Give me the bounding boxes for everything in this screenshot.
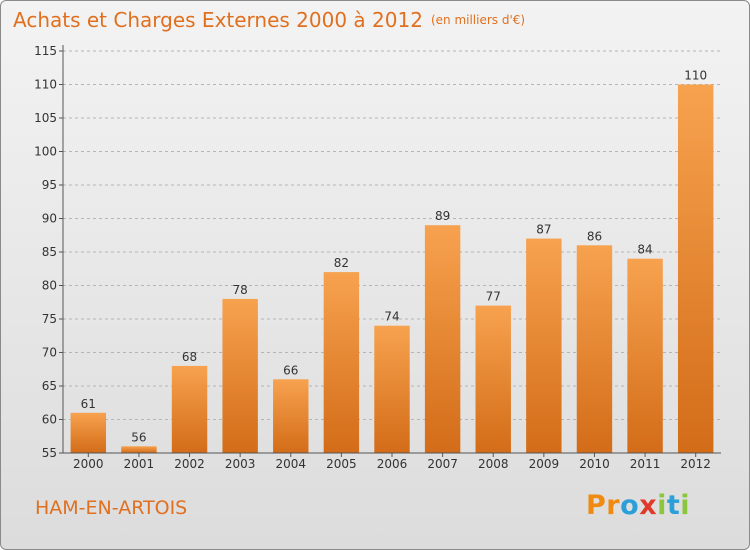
- logo-letter: i: [680, 490, 691, 521]
- y-axis-ticks: 55 60 65 70 75 80 85 90 95 100 105 110 115: [34, 44, 63, 460]
- x-tick-label: 2008: [478, 457, 509, 471]
- y-tick-label: 65: [42, 379, 57, 393]
- data-labels: 61 56 68 78 66 82 74 89 77 87 86 84 110: [81, 69, 707, 445]
- bar-2002: [171, 365, 208, 453]
- bar-2005: [323, 272, 360, 453]
- x-tick-label: 2006: [377, 457, 408, 471]
- y-tick-label: 110: [34, 78, 57, 92]
- logo-letter: x: [639, 490, 658, 521]
- y-tick-label: 85: [42, 245, 57, 259]
- y-tick-label: 70: [42, 346, 57, 360]
- y-tick-label: 75: [42, 312, 57, 326]
- unit-label: (en milliers d'€): [430, 13, 526, 27]
- y-tick-label: 105: [34, 111, 57, 125]
- commune-name: HAM-EN-ARTOIS: [35, 497, 188, 519]
- y-tick-label: 90: [42, 212, 57, 226]
- y-tick-label: 60: [42, 413, 57, 427]
- data-label: 66: [283, 363, 298, 377]
- y-tick-label: 100: [34, 145, 57, 159]
- logo-letter: o: [620, 490, 640, 521]
- logo-letter: P: [586, 490, 607, 521]
- y-tick-label: 55: [42, 446, 57, 460]
- bar-2011: [627, 258, 663, 453]
- data-label: 110: [684, 69, 707, 83]
- proxiti-logo: Proxiti: [586, 490, 690, 521]
- data-label: 89: [435, 209, 450, 223]
- x-tick-label: 2004: [275, 457, 306, 471]
- x-tick-label: 2011: [630, 457, 661, 471]
- bar-2008: [475, 305, 511, 453]
- data-label: 56: [131, 430, 146, 444]
- x-axis-ticks: 2000 2001 2002 2003 2004 2005 2006 2007 2008 2009…: [73, 453, 711, 471]
- bar-2000: [70, 412, 107, 453]
- x-tick-label: 2001: [124, 457, 155, 471]
- x-tick-label: 2005: [326, 457, 357, 471]
- data-label: 82: [334, 256, 349, 270]
- logo-letter: r: [606, 490, 621, 521]
- x-tick-label: 2002: [174, 457, 205, 471]
- bar-2001: [121, 446, 157, 453]
- bar-2007: [424, 225, 461, 453]
- data-label: 86: [587, 229, 602, 243]
- data-label: 84: [637, 243, 652, 257]
- bar-2010: [576, 245, 613, 453]
- title-block: Achats et Charges Externes 2000 à 2012 (e…: [13, 8, 525, 32]
- x-tick-label: 2007: [427, 457, 458, 471]
- bar-2012: [677, 84, 714, 453]
- data-label: 74: [384, 310, 399, 324]
- y-tick-label: 95: [42, 178, 57, 192]
- bar-2009: [526, 238, 562, 453]
- y-tick-label: 115: [34, 44, 57, 58]
- bar-2003: [222, 298, 258, 453]
- x-tick-label: 2009: [529, 457, 560, 471]
- bars: [70, 84, 714, 453]
- data-label: 78: [233, 283, 248, 297]
- y-tick-label: 80: [42, 279, 57, 293]
- x-tick-label: 2010: [579, 457, 610, 471]
- logo-letter: i: [657, 490, 667, 521]
- data-label: 61: [81, 397, 96, 411]
- x-tick-label: 2000: [73, 457, 104, 471]
- data-label: 77: [486, 290, 501, 304]
- data-label: 68: [182, 350, 197, 364]
- bar-2006: [374, 325, 410, 453]
- data-label: 87: [536, 223, 551, 237]
- chart-title: Achats et Charges Externes 2000 à 2012: [13, 8, 423, 32]
- logo-letter: t: [666, 490, 681, 521]
- bar-2004: [273, 379, 309, 453]
- x-tick-label: 2003: [225, 457, 256, 471]
- x-tick-label: 2012: [680, 457, 711, 471]
